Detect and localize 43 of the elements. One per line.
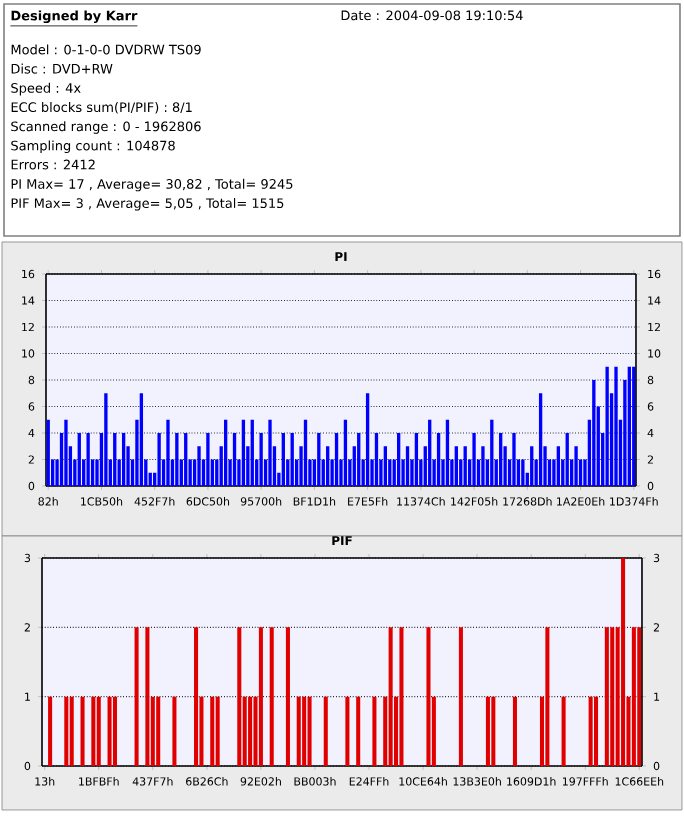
bar [491, 696, 496, 766]
bar [561, 696, 566, 766]
bar [64, 696, 69, 766]
bar [194, 627, 199, 766]
bar [145, 627, 150, 766]
bar [621, 557, 626, 766]
bar [91, 696, 96, 766]
bar [356, 696, 361, 766]
bar [258, 627, 263, 766]
bar [588, 696, 593, 766]
bar [594, 696, 599, 766]
bar [637, 627, 642, 766]
bar [485, 696, 490, 766]
bar [80, 696, 85, 766]
bar [285, 627, 290, 766]
bar [269, 627, 274, 766]
bar [345, 696, 350, 766]
bar [69, 696, 74, 766]
bar [512, 696, 517, 766]
bar [112, 696, 117, 766]
bar [215, 696, 220, 766]
bar [302, 696, 307, 766]
bar [372, 696, 377, 766]
bar [48, 696, 53, 766]
bar [237, 627, 242, 766]
bar [307, 696, 312, 766]
bar [107, 696, 112, 766]
bar [296, 696, 301, 766]
bar [156, 696, 161, 766]
bar [172, 696, 177, 766]
bar [210, 696, 215, 766]
bar [610, 627, 615, 766]
bar [96, 696, 101, 766]
bar [631, 627, 636, 766]
bar [388, 627, 393, 766]
bar [399, 627, 404, 766]
bar [426, 627, 431, 766]
bar [323, 696, 328, 766]
bar [248, 696, 253, 766]
bar [134, 627, 139, 766]
bar [545, 627, 550, 766]
bar [604, 627, 609, 766]
bar [458, 627, 463, 766]
